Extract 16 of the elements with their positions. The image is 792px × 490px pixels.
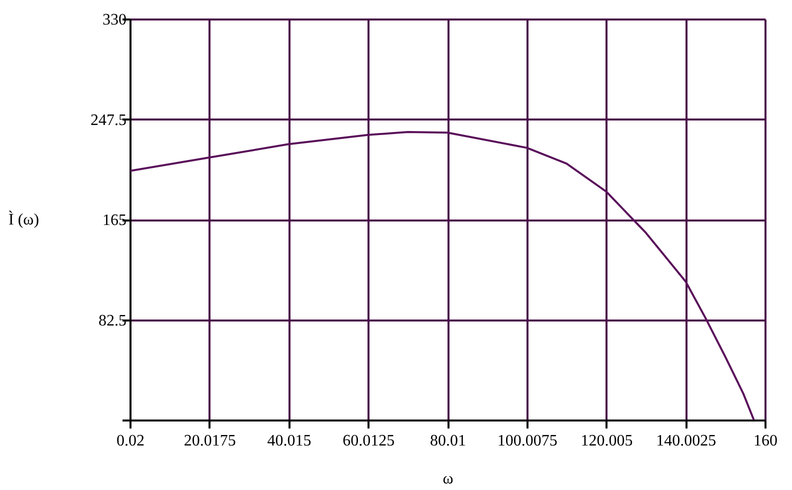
y-axis-title: Ì (ω): [8, 210, 40, 228]
x-tick-label: 120.005: [580, 432, 633, 450]
y-tick-label: 165: [102, 212, 126, 229]
x-tick-label: 60.0125: [342, 432, 395, 450]
x-tick-label: 80.01: [430, 432, 466, 450]
y-tick-label: 247.5: [90, 112, 126, 129]
x-tick-label: 40.015: [267, 432, 312, 450]
line-series: [130, 131, 755, 420]
y-tick-label: 330: [102, 12, 126, 28]
x-tick-label: 160: [754, 432, 778, 450]
x-tick-label: 20.0175: [184, 432, 236, 450]
x-tick-label: 0.02: [116, 432, 144, 450]
x-tick-label: 100.0075: [497, 432, 558, 450]
y-tick-label: 82.5: [98, 312, 126, 330]
x-axis-title: ω: [442, 470, 454, 488]
x-tick-label: 140.0025: [656, 432, 716, 450]
